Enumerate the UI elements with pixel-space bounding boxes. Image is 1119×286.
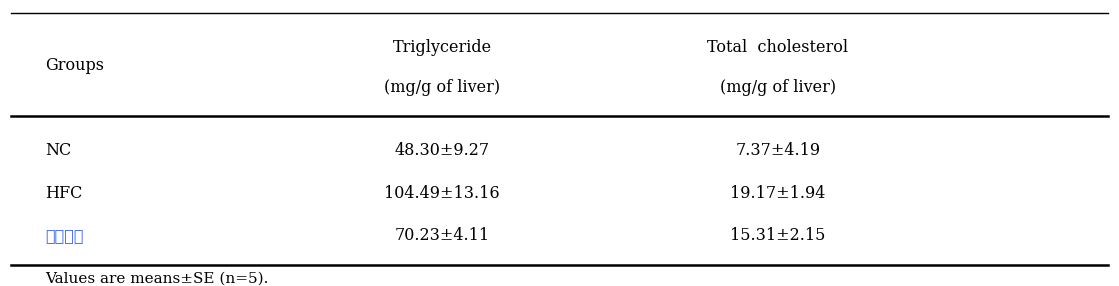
Text: 19.17±1.94: 19.17±1.94 [730,184,826,202]
Text: (mg/g of liver): (mg/g of liver) [720,79,836,96]
Text: 70.23±4.11: 70.23±4.11 [394,227,490,245]
Text: 104.49±13.16: 104.49±13.16 [384,184,500,202]
Text: Total  cholesterol: Total cholesterol [707,39,848,56]
Text: 7.37±4.19: 7.37±4.19 [735,142,820,159]
Text: Groups: Groups [45,57,104,74]
Text: HFC: HFC [45,184,82,202]
Text: Values are means±SE (n=5).: Values are means±SE (n=5). [45,272,269,286]
Text: 48.30±9.27: 48.30±9.27 [394,142,490,159]
Text: (mg/g of liver): (mg/g of liver) [384,79,500,96]
Text: NC: NC [45,142,70,159]
Text: 15.31±2.15: 15.31±2.15 [730,227,826,245]
Text: 머위듈리: 머위듈리 [45,229,83,243]
Text: Triglyceride: Triglyceride [393,39,491,56]
